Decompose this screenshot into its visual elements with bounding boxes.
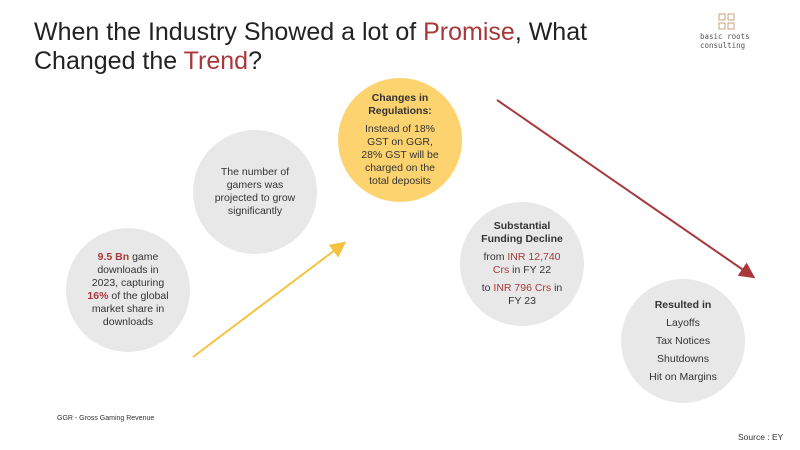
text-segment: Instead of 18% GST on GGR, 28% GST will … [361, 123, 439, 187]
paragraph: Resulted in [638, 299, 728, 312]
paragraph: from INR 12,740 Crs in FY 22 [480, 251, 564, 277]
paragraph: Layoffs [638, 317, 728, 330]
text-segment: Hit on Margins [649, 370, 717, 383]
red-arrow [496, 99, 756, 279]
paragraph: Shutdowns [638, 353, 728, 366]
circle: The number of gamers was projected to gr… [193, 130, 317, 254]
text-segment: Layoffs [666, 316, 700, 329]
text-segment: to [481, 282, 494, 294]
text-segment: in FY 23 [508, 282, 563, 307]
logo-line: consulting [700, 41, 746, 50]
text-segment: ? [248, 47, 262, 75]
text-segment: INR 12,740 Crs [492, 251, 561, 276]
text-segment: Resulted in [654, 298, 712, 311]
yellow-arrow [192, 241, 347, 358]
circle: Changes in Regulations: Instead of 18% GS… [338, 78, 462, 202]
text-segment: Tax Notices [655, 334, 711, 347]
text-segment: from [483, 251, 508, 263]
text-segment: 9.5 Bn [97, 251, 130, 263]
circle: Substantial Funding Decline from INR 12,7… [460, 202, 584, 326]
text-segment: Shutdowns [657, 352, 709, 365]
source: Source : EY [738, 432, 784, 442]
paragraph: Instead of 18% GST on GGR, 28% GST will … [360, 123, 440, 188]
text-segment: Trend [183, 47, 249, 75]
circle: 9.5 Bn game downloads in 2023, capturing… [66, 228, 190, 352]
text-segment: When the Industry Showed a lot of [34, 18, 424, 46]
text-segment: Changes in Regulations: [368, 92, 432, 117]
text-segment: INR 796 Crs [493, 282, 552, 294]
paragraph: Tax Notices [638, 335, 728, 348]
text-segment: Promise [423, 18, 515, 46]
paragraph: The number of gamers was projected to gr… [214, 166, 296, 218]
logo-line: basic roots [700, 32, 750, 41]
paragraph: 9.5 Bn game downloads in 2023, capturing… [86, 251, 170, 329]
paragraph: Changes in Regulations: [360, 92, 440, 118]
circle: Resulted in Layoffs Tax Notices Shutdowns Hi… [621, 279, 745, 403]
text-segment: game downloads in 2023, capturing [91, 251, 165, 289]
paragraph: Substantial Funding Decline [480, 220, 564, 246]
title: When the Industry Showed a lot of Promis… [34, 18, 644, 76]
paragraph: Hit on Margins [638, 371, 728, 384]
text-segment: of the global market share in downloads [91, 290, 169, 328]
logo-text: basic roots consulting [700, 32, 750, 50]
text-segment: Substantial Funding Decline [481, 220, 563, 245]
footnote: GGR - Gross Gaming Revenue [57, 415, 155, 422]
text-segment: in FY 22 [509, 264, 552, 276]
text-segment: 16% [87, 290, 109, 302]
text-segment: , What Changed the [34, 18, 588, 75]
text-segment: The number of gamers was projected to gr… [214, 166, 296, 217]
logo-icon [718, 13, 735, 30]
paragraph: to INR 796 Crs in FY 23 [480, 282, 564, 308]
